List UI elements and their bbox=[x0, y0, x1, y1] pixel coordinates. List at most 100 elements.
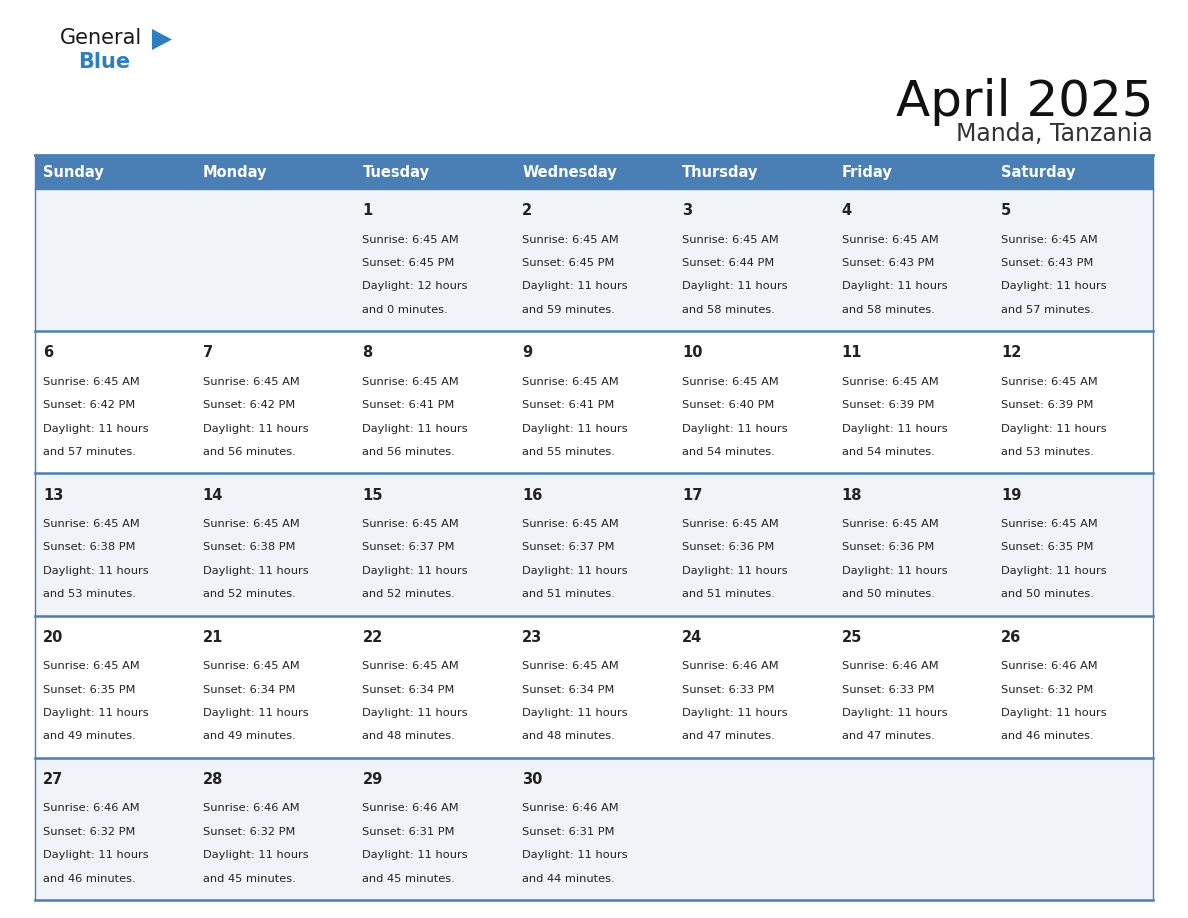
Text: Sunset: 6:35 PM: Sunset: 6:35 PM bbox=[1001, 543, 1094, 553]
Bar bbox=[354, 155, 514, 189]
Text: Daylight: 11 hours: Daylight: 11 hours bbox=[523, 708, 627, 718]
Bar bbox=[354, 616, 514, 757]
Text: 16: 16 bbox=[523, 487, 543, 503]
Text: and 51 minutes.: and 51 minutes. bbox=[682, 589, 775, 599]
Text: Daylight: 11 hours: Daylight: 11 hours bbox=[1001, 423, 1107, 433]
Bar bbox=[195, 189, 354, 331]
Bar bbox=[354, 331, 514, 474]
Text: Sunrise: 6:45 AM: Sunrise: 6:45 AM bbox=[523, 519, 619, 529]
Text: Daylight: 11 hours: Daylight: 11 hours bbox=[203, 565, 309, 576]
Text: and 50 minutes.: and 50 minutes. bbox=[841, 589, 935, 599]
Text: and 52 minutes.: and 52 minutes. bbox=[203, 589, 296, 599]
Text: Sunrise: 6:46 AM: Sunrise: 6:46 AM bbox=[362, 803, 459, 813]
Text: Daylight: 11 hours: Daylight: 11 hours bbox=[682, 282, 788, 291]
Text: Tuesday: Tuesday bbox=[362, 164, 429, 180]
Text: Sunset: 6:33 PM: Sunset: 6:33 PM bbox=[682, 685, 775, 695]
Text: Sunrise: 6:45 AM: Sunrise: 6:45 AM bbox=[682, 519, 778, 529]
Text: Daylight: 11 hours: Daylight: 11 hours bbox=[1001, 708, 1107, 718]
Text: Sunset: 6:31 PM: Sunset: 6:31 PM bbox=[362, 827, 455, 837]
Text: Sunset: 6:32 PM: Sunset: 6:32 PM bbox=[1001, 685, 1094, 695]
Text: Sunset: 6:37 PM: Sunset: 6:37 PM bbox=[523, 543, 614, 553]
Text: Sunrise: 6:45 AM: Sunrise: 6:45 AM bbox=[1001, 376, 1098, 386]
Text: Sunset: 6:34 PM: Sunset: 6:34 PM bbox=[203, 685, 295, 695]
Text: and 59 minutes.: and 59 minutes. bbox=[523, 305, 615, 315]
Text: Sunrise: 6:46 AM: Sunrise: 6:46 AM bbox=[841, 661, 939, 671]
Bar bbox=[674, 331, 834, 474]
Bar bbox=[834, 474, 993, 616]
Text: and 48 minutes.: and 48 minutes. bbox=[362, 732, 455, 742]
Text: Sunrise: 6:46 AM: Sunrise: 6:46 AM bbox=[523, 803, 619, 813]
Text: Sunrise: 6:45 AM: Sunrise: 6:45 AM bbox=[682, 376, 778, 386]
Text: 6: 6 bbox=[43, 345, 53, 361]
Bar bbox=[34, 331, 195, 474]
Text: and 57 minutes.: and 57 minutes. bbox=[43, 447, 135, 457]
Text: 22: 22 bbox=[362, 630, 383, 644]
Text: 25: 25 bbox=[841, 630, 862, 644]
Bar bbox=[34, 155, 195, 189]
Text: 13: 13 bbox=[43, 487, 63, 503]
Text: Daylight: 11 hours: Daylight: 11 hours bbox=[1001, 565, 1107, 576]
Text: Sunrise: 6:45 AM: Sunrise: 6:45 AM bbox=[362, 234, 460, 244]
Text: and 57 minutes.: and 57 minutes. bbox=[1001, 305, 1094, 315]
Text: Sunrise: 6:45 AM: Sunrise: 6:45 AM bbox=[362, 519, 460, 529]
Text: Sunset: 6:33 PM: Sunset: 6:33 PM bbox=[841, 685, 934, 695]
Text: 5: 5 bbox=[1001, 203, 1011, 218]
Text: Thursday: Thursday bbox=[682, 164, 758, 180]
Text: Manda, Tanzania: Manda, Tanzania bbox=[956, 122, 1154, 146]
Text: 11: 11 bbox=[841, 345, 862, 361]
Text: 24: 24 bbox=[682, 630, 702, 644]
Text: Sunset: 6:38 PM: Sunset: 6:38 PM bbox=[203, 543, 295, 553]
Bar bbox=[674, 474, 834, 616]
Text: Sunrise: 6:45 AM: Sunrise: 6:45 AM bbox=[43, 661, 140, 671]
Text: and 52 minutes.: and 52 minutes. bbox=[362, 589, 455, 599]
Text: Daylight: 11 hours: Daylight: 11 hours bbox=[841, 423, 947, 433]
Bar bbox=[195, 331, 354, 474]
Text: Wednesday: Wednesday bbox=[523, 164, 617, 180]
Polygon shape bbox=[152, 29, 172, 50]
Bar bbox=[834, 331, 993, 474]
Bar bbox=[834, 757, 993, 900]
Text: 1: 1 bbox=[362, 203, 373, 218]
Text: Daylight: 11 hours: Daylight: 11 hours bbox=[682, 423, 788, 433]
Text: 7: 7 bbox=[203, 345, 213, 361]
Bar bbox=[34, 474, 195, 616]
Text: Sunrise: 6:45 AM: Sunrise: 6:45 AM bbox=[682, 234, 778, 244]
Text: and 54 minutes.: and 54 minutes. bbox=[841, 447, 934, 457]
Text: Sunrise: 6:45 AM: Sunrise: 6:45 AM bbox=[362, 376, 460, 386]
Text: Sunset: 6:42 PM: Sunset: 6:42 PM bbox=[203, 400, 295, 410]
Bar bbox=[834, 189, 993, 331]
Text: Sunset: 6:34 PM: Sunset: 6:34 PM bbox=[362, 685, 455, 695]
Text: Daylight: 11 hours: Daylight: 11 hours bbox=[682, 708, 788, 718]
Bar bbox=[993, 616, 1154, 757]
Bar bbox=[195, 474, 354, 616]
Text: and 45 minutes.: and 45 minutes. bbox=[203, 874, 296, 884]
Bar bbox=[674, 189, 834, 331]
Text: April 2025: April 2025 bbox=[896, 78, 1154, 126]
Text: 19: 19 bbox=[1001, 487, 1022, 503]
Bar bbox=[993, 189, 1154, 331]
Text: Sunrise: 6:45 AM: Sunrise: 6:45 AM bbox=[841, 234, 939, 244]
Text: Sunrise: 6:45 AM: Sunrise: 6:45 AM bbox=[841, 519, 939, 529]
Text: and 56 minutes.: and 56 minutes. bbox=[203, 447, 296, 457]
Text: 26: 26 bbox=[1001, 630, 1022, 644]
Text: Sunrise: 6:45 AM: Sunrise: 6:45 AM bbox=[1001, 519, 1098, 529]
Text: Daylight: 11 hours: Daylight: 11 hours bbox=[362, 708, 468, 718]
Text: Sunrise: 6:45 AM: Sunrise: 6:45 AM bbox=[203, 661, 299, 671]
Text: and 49 minutes.: and 49 minutes. bbox=[43, 732, 135, 742]
Text: Sunrise: 6:45 AM: Sunrise: 6:45 AM bbox=[43, 376, 140, 386]
Text: Monday: Monday bbox=[203, 164, 267, 180]
Bar bbox=[674, 616, 834, 757]
Text: and 45 minutes.: and 45 minutes. bbox=[362, 874, 455, 884]
Bar bbox=[674, 155, 834, 189]
Text: and 55 minutes.: and 55 minutes. bbox=[523, 447, 615, 457]
Text: Daylight: 11 hours: Daylight: 11 hours bbox=[841, 282, 947, 291]
Text: and 47 minutes.: and 47 minutes. bbox=[682, 732, 775, 742]
Text: Sunset: 6:36 PM: Sunset: 6:36 PM bbox=[682, 543, 775, 553]
Text: Sunset: 6:45 PM: Sunset: 6:45 PM bbox=[362, 258, 455, 268]
Text: Sunset: 6:36 PM: Sunset: 6:36 PM bbox=[841, 543, 934, 553]
Bar bbox=[354, 474, 514, 616]
Text: and 49 minutes.: and 49 minutes. bbox=[203, 732, 296, 742]
Text: 17: 17 bbox=[682, 487, 702, 503]
Text: 28: 28 bbox=[203, 772, 223, 787]
Text: 14: 14 bbox=[203, 487, 223, 503]
